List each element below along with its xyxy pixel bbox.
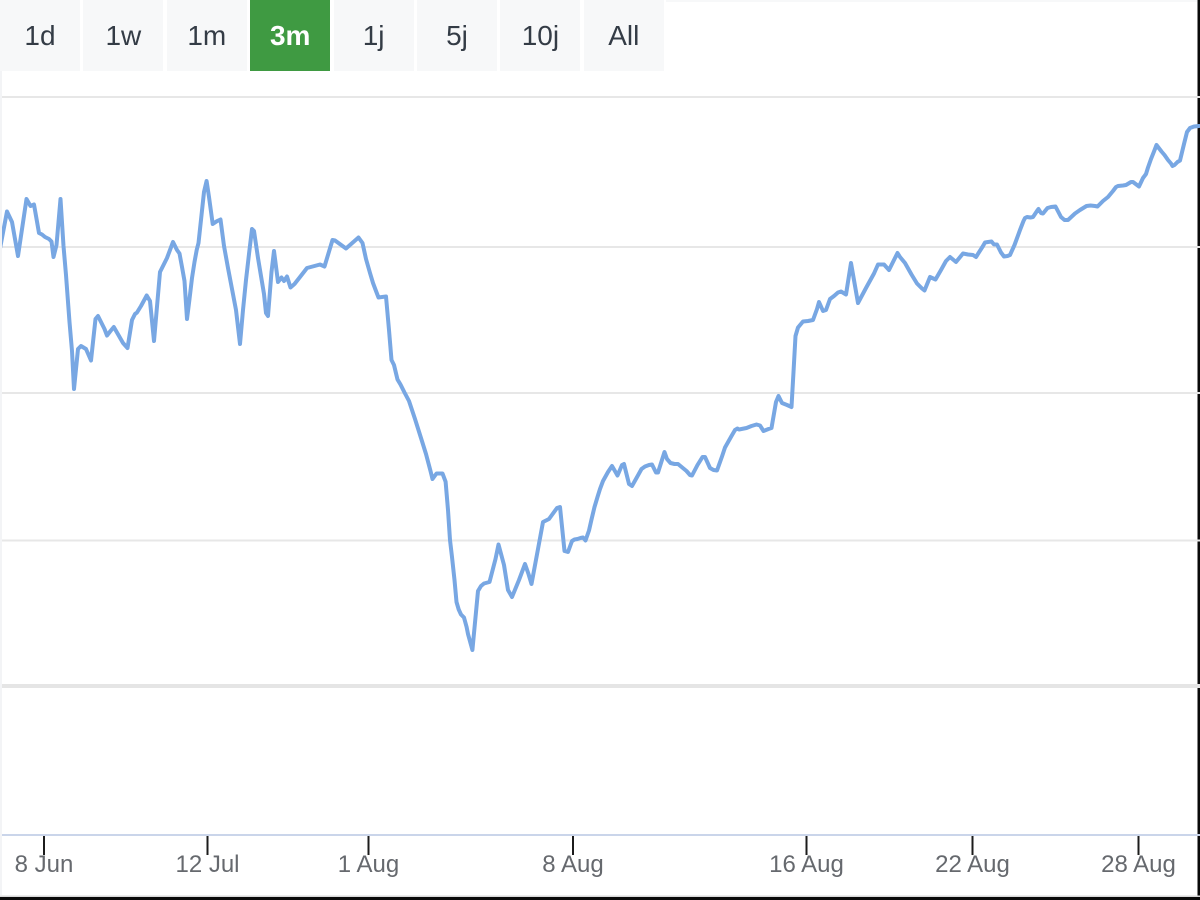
svg-text:28 Aug: 28 Aug <box>1101 851 1176 878</box>
svg-text:16 Aug: 16 Aug <box>769 851 844 878</box>
svg-text:22 Aug: 22 Aug <box>935 851 1010 878</box>
svg-text:8 Jun: 8 Jun <box>15 851 74 878</box>
svg-text:12 Jul: 12 Jul <box>175 851 239 878</box>
svg-text:1 Aug: 1 Aug <box>338 851 399 878</box>
svg-text:8 Aug: 8 Aug <box>542 851 603 878</box>
